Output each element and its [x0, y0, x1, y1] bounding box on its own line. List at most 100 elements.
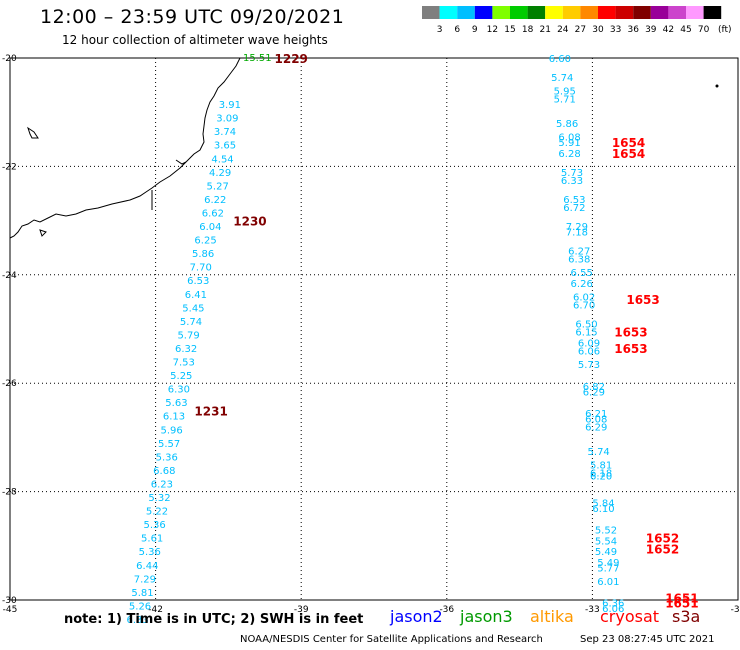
lat-tick-label: -24 — [2, 271, 17, 281]
swh-value: 5.36 — [156, 452, 178, 463]
legend-label: 6 — [454, 25, 460, 35]
swh-value: 6.22 — [204, 195, 226, 206]
swh-value: 6.55 — [571, 268, 593, 279]
map-subtitle: 12 hour collection of altimeter wave hei… — [62, 33, 328, 47]
swh-value: 6.72 — [563, 203, 585, 214]
legend-swatch — [510, 6, 528, 19]
swh-value: 6.23 — [151, 479, 173, 490]
swh-value: 5.74 — [551, 73, 573, 84]
legend-label: 33 — [610, 25, 621, 35]
legend-swatch — [457, 6, 475, 19]
legend-label: 70 — [698, 25, 710, 35]
swh-value: 3.09 — [216, 114, 238, 125]
pass-time-label: 1231 — [194, 404, 227, 418]
legend-label: 39 — [645, 25, 657, 35]
pass-time-label: 1653 — [614, 326, 647, 340]
swh-value: 3.74 — [214, 127, 236, 138]
swh-value: 6.53 — [563, 195, 585, 206]
swh-value: 7.29 — [134, 574, 156, 585]
legend-swatch — [527, 6, 546, 19]
lat-tick-label: -28 — [2, 488, 17, 498]
lon-tick-label: -42 — [148, 605, 163, 615]
swh-value: 6.70 — [573, 301, 595, 312]
lat-tick-label: -22 — [2, 162, 17, 172]
legend-swatch — [474, 6, 493, 19]
satellite-s3a: s3a — [672, 607, 701, 626]
swh-value: 7.29 — [566, 222, 588, 233]
swh-value: 7.70 — [190, 263, 212, 274]
legend-label: 15 — [504, 25, 515, 35]
legend-label: 21 — [539, 25, 550, 35]
swh-value: 6.28 — [558, 149, 580, 160]
legend-swatch — [633, 6, 651, 19]
legend-swatch — [686, 6, 704, 19]
swh-value: 6.15 — [575, 328, 597, 339]
swh-value: 5.71 — [554, 95, 576, 106]
swh-value: 5.45 — [182, 303, 204, 314]
swh-value: 5.61 — [141, 534, 163, 545]
swh-value: 5.81 — [131, 588, 153, 599]
swh-value: 6.60 — [549, 54, 571, 65]
swh-value: 5.73 — [578, 360, 600, 371]
swh-value: 6.04 — [199, 222, 221, 233]
swh-value: 3.91 — [219, 100, 241, 111]
satellite-cryosat: cryosat — [600, 607, 660, 626]
legend-label: 36 — [627, 25, 639, 35]
pass-time-label: 1651 — [665, 591, 698, 605]
swh-value: 5.36 — [143, 520, 165, 531]
swh-value: 6.21 — [585, 409, 607, 420]
altimeter-track-east: 6.605.745.955.715.866.085.916.285.736.33… — [549, 54, 699, 615]
swh-value: 5.81 — [590, 461, 612, 472]
map-frame — [9, 57, 739, 601]
swh-value: 5.22 — [146, 507, 168, 518]
swh-value: 5.32 — [148, 493, 170, 504]
lat-tick-label: -20 — [2, 54, 17, 64]
legend-swatch — [580, 6, 598, 19]
pass-time-label: 1652 — [646, 543, 679, 557]
swh-value: 5.52 — [595, 526, 617, 537]
swh-value: 6.10 — [592, 504, 614, 515]
swh-value: 5.49 — [595, 547, 617, 558]
lon-tick-label: -30 — [731, 605, 740, 615]
swh-value: 5.27 — [207, 181, 229, 192]
swh-value: 6.30 — [168, 385, 190, 396]
pass-time-label: 1651 — [665, 597, 698, 611]
swh-value: 6.33 — [561, 176, 583, 187]
lon-tick-label: -33 — [585, 605, 600, 615]
swh-value: 5.74 — [588, 447, 610, 458]
swh-value: 6.18 — [590, 469, 612, 480]
lon-tick-label: -39 — [294, 605, 309, 615]
swh-value: 5.86 — [192, 249, 214, 260]
swh-value: 3.65 — [214, 141, 236, 152]
legend-swatch — [615, 6, 634, 19]
swh-value: 5.77 — [597, 563, 619, 574]
swh-value: 6.62 — [202, 208, 224, 219]
swh-value: 6.50 — [575, 320, 597, 331]
axis-tick-labels: -45 -42 -39 -36 -33 -30 -20 -22 -24 -26 -28 -30 — [2, 54, 740, 615]
pass-time-label: 1229 — [275, 52, 308, 66]
pass-time-label: 1652 — [646, 532, 679, 546]
swh-value: 6.33 — [126, 615, 148, 626]
coastline — [9, 57, 719, 239]
swh-value: 4.54 — [211, 154, 233, 165]
legend-label: 24 — [557, 25, 569, 35]
swh-value: 6.01 — [597, 577, 619, 588]
map-title: 12:00 – 23:59 UTC 09/20/2021 — [40, 6, 345, 28]
swh-value: 6.27 — [568, 246, 590, 257]
pass-time-label: 1654 — [612, 136, 645, 150]
swh-value: 5.96 — [160, 425, 182, 436]
legend-swatch — [492, 6, 510, 19]
swh-value: 5.91 — [558, 138, 580, 149]
swh-value: 6.13 — [163, 412, 185, 423]
grid-lines — [10, 58, 738, 600]
legend-swatch — [439, 6, 458, 19]
pass-time-label: 1654 — [612, 147, 645, 161]
legend-label: 42 — [663, 25, 674, 35]
legend-label: 12 — [487, 25, 498, 35]
legend-label: 45 — [680, 25, 691, 35]
swh-value: 6.06 — [602, 604, 624, 615]
swh-value: 5.95 — [554, 87, 576, 98]
footnote: note: 1) Time is in UTC; 2) SWH is in fe… — [64, 612, 364, 627]
swh-value: 5.84 — [592, 498, 614, 509]
swh-value: 5.36 — [139, 547, 161, 558]
